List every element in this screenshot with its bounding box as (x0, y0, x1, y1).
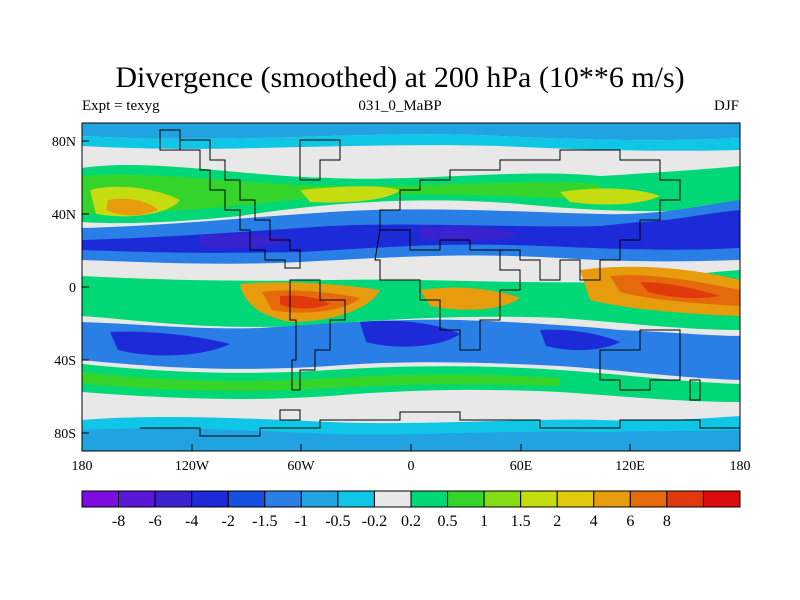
x-tick-label: 120E (615, 459, 645, 474)
colorbar-swatch (447, 490, 485, 508)
x-tick-label: 60W (287, 459, 315, 474)
field-band-arctic (82, 134, 740, 151)
y-tick-label: 80N (52, 135, 76, 150)
colorbar-label: -0.2 (362, 513, 387, 530)
x-tick-label: 180 (72, 459, 93, 474)
colorbar-label: 6 (626, 513, 634, 530)
colorbar-swatch (337, 490, 375, 508)
y-tick-label: 0 (69, 281, 76, 296)
colorbar-swatch (81, 490, 120, 508)
colorbar-swatch (227, 490, 266, 508)
colorbar-swatch (666, 490, 704, 508)
x-tick-label: 120W (175, 459, 210, 474)
colorbar-label: -2 (222, 513, 235, 530)
coastlines (140, 129, 740, 437)
colorbar-label: 2 (553, 513, 561, 530)
colorbar-label: 1.5 (511, 513, 531, 530)
field-band-north-negative (200, 226, 520, 248)
plot-title: Divergence (smoothed) at 200 hPa (10**6 … (115, 61, 685, 94)
run-label: 031_0_MaBP (358, 98, 442, 114)
x-axis-ticks: 180 120W 60W 0 60E 120E 180 (72, 459, 751, 474)
colorbar-swatch (154, 490, 193, 508)
colorbar-swatch (118, 490, 156, 508)
y-tick-label: 40S (54, 354, 76, 369)
x-tick-label: 0 (408, 459, 415, 474)
y-tick-label: 40N (52, 208, 76, 223)
colorbar: -8 -6 -4 -2 -1.5 -1 -0.5 -0.2 0.2 0.5 1 1.5 2 4 6 8 (81, 490, 741, 530)
colorbar-label: 1 (480, 513, 488, 530)
field-band-north-positive (106, 198, 158, 216)
colorbar-label: 4 (590, 513, 598, 530)
field-band-south-positive (82, 372, 560, 391)
season-label: DJF (713, 98, 739, 114)
colorbar-swatch (593, 490, 631, 508)
colorbar-label: 0.2 (401, 513, 421, 530)
divergence-field (82, 123, 740, 451)
colorbar-swatch (629, 490, 668, 508)
colorbar-swatch (264, 490, 302, 508)
colorbar-label: -4 (185, 513, 198, 530)
field-band-equator-positive (262, 275, 740, 313)
colorbar-label: -8 (112, 513, 125, 530)
colorbar-swatch (483, 490, 522, 508)
colorbar-swatch (520, 490, 558, 508)
colorbar-swatch (702, 490, 741, 508)
colorbar-label: -0.5 (325, 513, 350, 530)
colorbar-label: 0.5 (438, 513, 458, 530)
x-tick-label: 60E (510, 459, 533, 474)
field-band-equator-positive (280, 282, 720, 309)
axis-tick-marks (81, 140, 741, 451)
colorbar-label: 8 (663, 513, 671, 530)
colorbar-label: -1 (295, 513, 308, 530)
field-band-polar-negative (82, 428, 740, 451)
y-tick-label: 80S (54, 427, 76, 442)
colorbar-label: -6 (148, 513, 161, 530)
experiment-label: Expt = texyg (82, 98, 160, 114)
colorbar-swatch (300, 490, 339, 508)
field-band-arctic (82, 123, 740, 141)
field-band-south-negative (110, 320, 620, 356)
colorbar-label: -1.5 (252, 513, 277, 530)
y-axis-ticks: 80N 40N 0 40S 80S (52, 135, 76, 442)
colorbar-swatch (410, 490, 449, 508)
x-tick-label: 180 (730, 459, 751, 474)
field-gap (82, 262, 740, 280)
colorbar-swatch (191, 490, 229, 508)
colorbar-swatch (556, 490, 595, 508)
colorbar-swatch (373, 490, 412, 508)
